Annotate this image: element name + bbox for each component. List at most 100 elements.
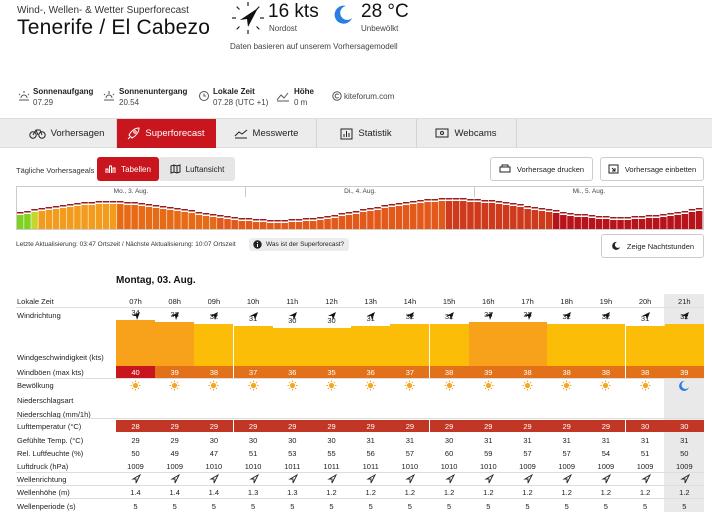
wave-period-value: 5 <box>447 502 452 511</box>
overview-gust-mark <box>567 213 574 215</box>
overview-bar <box>67 207 74 229</box>
wind-speed-bar <box>233 326 273 366</box>
feels-like-value: 31 <box>405 436 415 445</box>
gust-value: 38 <box>444 368 454 377</box>
hour-cell: 10h <box>246 297 260 306</box>
overview-bar <box>388 207 396 229</box>
wind-direction-arrow-icon <box>171 312 180 320</box>
wave-direction-arrow-icon <box>680 474 690 484</box>
overview-bar <box>281 223 288 229</box>
row-label-temp: Lufttemperatur (°C) <box>17 422 82 431</box>
gust-value: 38 <box>562 368 571 377</box>
wave-direction-arrow-icon <box>131 474 141 484</box>
overview-bar <box>381 208 388 229</box>
wave-period-value: 5 <box>172 502 177 511</box>
wave-height-value: 1.2 <box>679 488 690 497</box>
embed-forecast-button[interactable]: Vorhersage einbetten <box>600 157 704 181</box>
wind-speed-bar <box>312 328 351 366</box>
temperature-cell-bg <box>468 420 508 432</box>
superforecast-info-button[interactable]: Was ist der Superforecast? <box>249 238 349 251</box>
gust-cell-bg <box>508 366 547 378</box>
tab-superforecast[interactable]: Superforecast <box>116 119 216 148</box>
overview-gust-mark <box>309 218 317 220</box>
tables-button[interactable]: Tabellen <box>97 157 159 181</box>
overview-bar <box>124 205 131 229</box>
overview-gust-mark <box>52 206 60 208</box>
pressure-value: 1009 <box>675 462 693 471</box>
humidity-value: 56 <box>366 449 375 458</box>
overview-gust-mark <box>545 209 553 211</box>
chart-line-icon <box>234 129 247 139</box>
feels-like-value: 31 <box>523 436 532 445</box>
overview-gust-mark <box>24 211 31 213</box>
overview-bar <box>231 220 238 229</box>
row-label-wave-h: Wellenhöhe (m) <box>17 488 70 497</box>
tab-statistik[interactable]: Statistik <box>316 119 416 148</box>
wind-direction-arrow-icon <box>406 312 415 320</box>
wind-speed-value: 30 <box>288 316 297 325</box>
wave-direction-arrow-icon <box>170 474 181 484</box>
pressure-value: 1010 <box>244 462 262 471</box>
overview-bar <box>152 208 160 229</box>
current-wind-value: 16 kts <box>268 1 319 22</box>
gust-value: 39 <box>170 368 179 377</box>
moon-icon <box>612 241 620 250</box>
wave-period-value: 5 <box>603 502 608 511</box>
pressure-value: 1011 <box>362 462 379 471</box>
overview-bar <box>45 210 53 229</box>
overview-gust-mark <box>531 207 539 209</box>
info-elevation: Höhe 0 m <box>294 87 314 107</box>
overview-bar <box>324 219 331 229</box>
print-forecast-button[interactable]: Vorhersage drucken <box>490 157 593 181</box>
pressure-value: 1009 <box>597 462 615 471</box>
overview-bar <box>295 222 303 229</box>
overview-gust-mark <box>410 201 417 203</box>
humidity-value: 49 <box>170 449 179 458</box>
overview-bar <box>438 201 446 229</box>
overview-gust-mark <box>388 204 396 206</box>
overview-bar <box>445 201 453 229</box>
temperature-value: 29 <box>562 422 571 431</box>
show-night-hours-button[interactable]: Zeige Nachtstunden <box>601 234 704 258</box>
temperature-value: 29 <box>444 422 454 431</box>
humidity-value: 59 <box>484 449 493 458</box>
overview-gust-mark <box>624 217 631 219</box>
sun-icon <box>640 380 651 391</box>
aerial-view-button[interactable]: Luftansicht <box>159 157 235 181</box>
overview-bar <box>17 215 24 229</box>
update-info: Letzte Aktualisierung: 03:47 Ortszeit / … <box>16 241 236 248</box>
overview-gust-mark <box>181 209 188 211</box>
overview-bar <box>481 203 489 229</box>
gust-value: 38 <box>523 368 532 377</box>
forecast-overview-strip[interactable]: Mo., 3. Aug. Di., 4. Aug. Mi., 5. Aug. <box>16 186 704 230</box>
tab-messwerte[interactable]: Messwerte <box>216 119 316 148</box>
wave-period-value: 5 <box>211 502 216 511</box>
overview-bar <box>552 213 560 229</box>
overview-bar <box>652 218 660 229</box>
temperature-cell-bg <box>508 420 547 432</box>
overview-gust-mark <box>495 201 503 203</box>
temperature-value: 29 <box>484 422 493 431</box>
overview-gust-mark <box>202 213 210 215</box>
humidity-value: 54 <box>601 449 611 458</box>
temperature-cell-bg <box>194 420 234 432</box>
humidity-value: 60 <box>444 449 454 458</box>
row-divider <box>16 485 704 486</box>
overview-gust-mark <box>109 201 117 203</box>
overview-bar <box>610 220 617 229</box>
tab-vorhersagen[interactable]: Vorhersagen <box>17 119 116 148</box>
humidity-value: 51 <box>248 449 258 458</box>
wind-speed-value: 31 <box>366 314 375 323</box>
overview-gust-mark <box>295 219 303 221</box>
wind-direction-arrow-icon <box>484 312 493 320</box>
temperature-cell-bg <box>586 420 626 432</box>
wind-speed-bar <box>272 328 312 366</box>
info-source[interactable]: kiteforum.com <box>344 92 395 101</box>
overview-bar <box>595 219 603 229</box>
overview-gust-mark <box>395 203 403 205</box>
wave-direction-arrow-icon <box>562 474 573 484</box>
overview-gust-mark <box>360 209 367 211</box>
overview-bar <box>88 205 96 229</box>
tab-webcams[interactable]: Webcams <box>416 119 516 148</box>
wind-speed-bar <box>625 326 665 366</box>
